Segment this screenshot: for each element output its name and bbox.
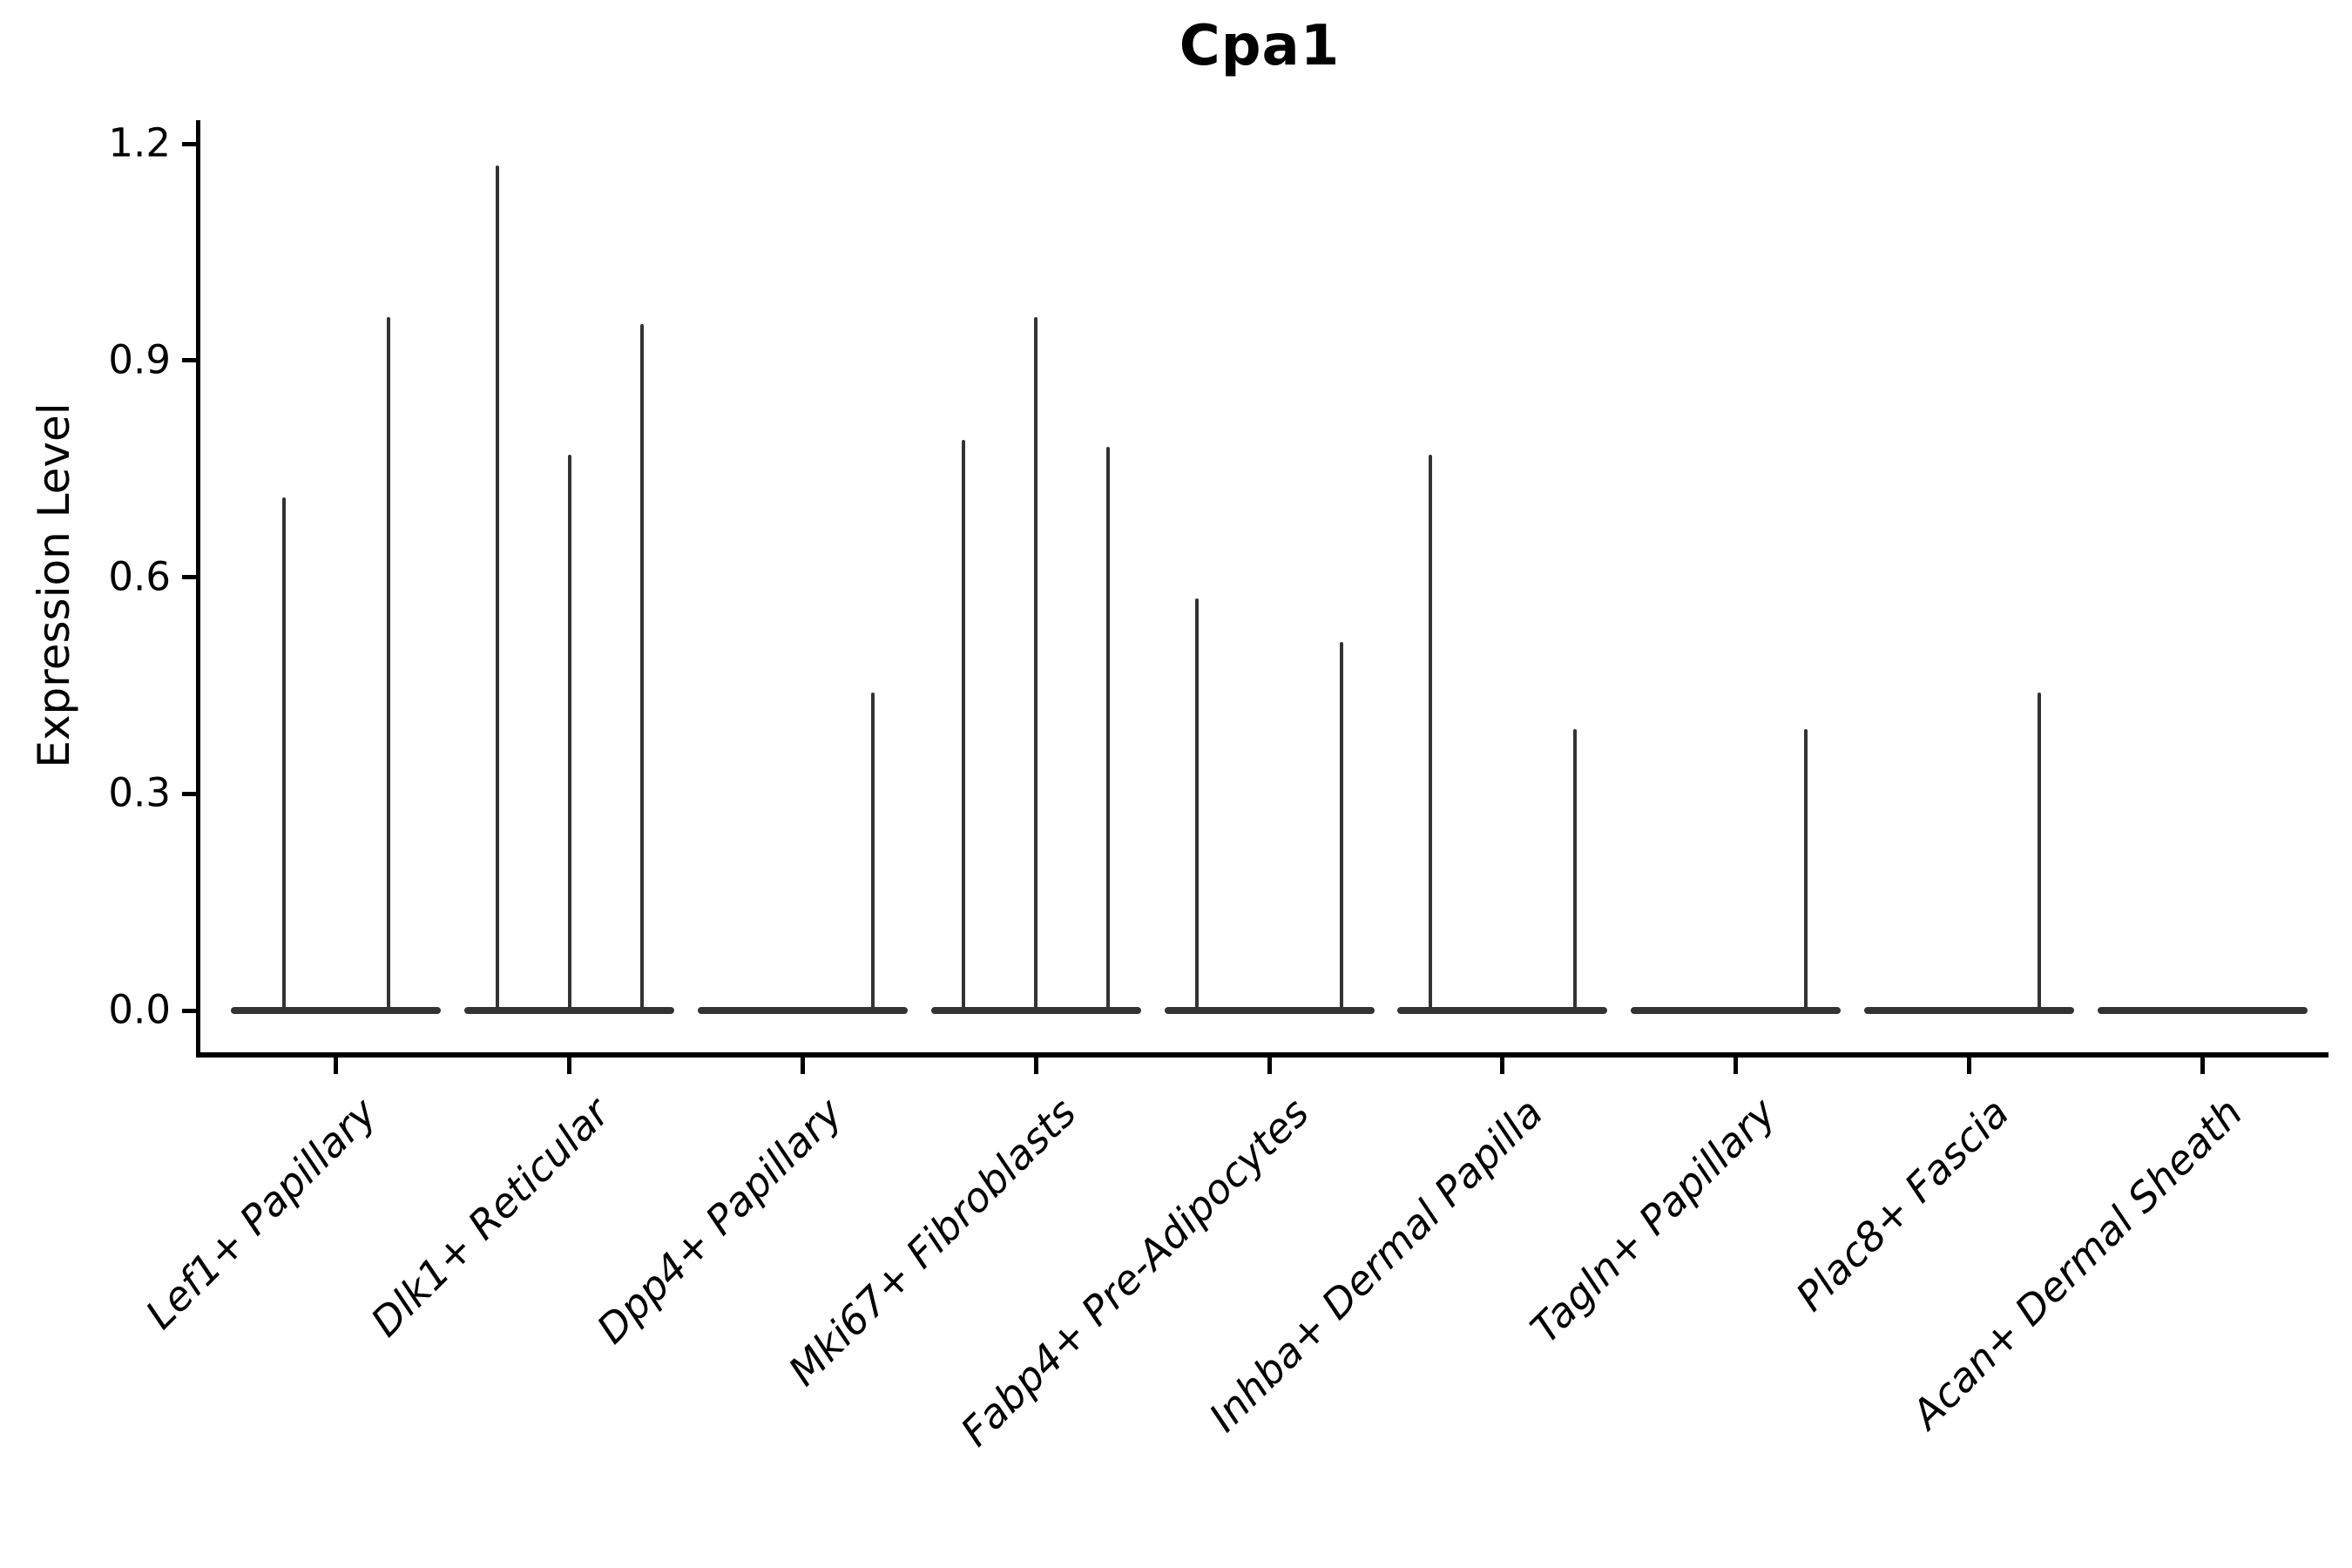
- violin-spike: [1034, 317, 1038, 1010]
- violin-spike: [2037, 693, 2041, 1010]
- violin-spike: [387, 317, 391, 1010]
- y-tick: [182, 575, 197, 579]
- violin-spike: [567, 454, 571, 1010]
- violin-spike: [495, 165, 499, 1010]
- x-tick: [800, 1058, 805, 1074]
- y-tick-label: 0.9: [108, 336, 171, 383]
- x-tick: [1033, 1058, 1038, 1074]
- violin-baseline: [697, 1007, 908, 1014]
- x-tick: [1734, 1058, 1739, 1074]
- violin-baseline: [1631, 1007, 1842, 1014]
- y-tick: [182, 791, 197, 796]
- violin-baseline: [2097, 1007, 2308, 1014]
- x-tick: [1966, 1058, 1971, 1074]
- violin-spike: [1572, 728, 1577, 1010]
- x-tick: [2200, 1058, 2205, 1074]
- x-tick-label: Tagln+ Papillary: [1521, 1089, 1785, 1353]
- violin-baseline: [231, 1007, 442, 1014]
- x-tick-label: Lef1+ Papillary: [136, 1089, 386, 1338]
- violin-baseline: [930, 1007, 1141, 1014]
- violin-spike: [870, 693, 875, 1010]
- y-tick-label: 0.3: [108, 769, 171, 816]
- x-tick: [1500, 1058, 1505, 1074]
- x-axis-line: [196, 1052, 2328, 1058]
- violin-spike: [962, 439, 966, 1010]
- violin-baseline: [464, 1007, 675, 1014]
- chart-title: Cpa1: [1179, 14, 1341, 78]
- y-tick-label: 0.0: [108, 986, 171, 1033]
- violin-spike: [1340, 642, 1343, 1010]
- violin-spike: [281, 497, 286, 1010]
- violin-spike: [1428, 454, 1432, 1010]
- x-tick-label: Dlk1+ Reticular: [362, 1089, 618, 1346]
- violin-baseline: [1397, 1007, 1608, 1014]
- violin-spike: [639, 324, 644, 1010]
- violin-baseline: [1164, 1007, 1375, 1014]
- y-tick: [182, 1008, 197, 1013]
- y-axis-line: [196, 120, 200, 1057]
- x-tick: [1267, 1058, 1272, 1074]
- violin-baseline: [1863, 1007, 2074, 1014]
- violin-spike: [1803, 728, 1808, 1010]
- x-tick: [567, 1058, 572, 1074]
- y-tick: [182, 358, 197, 363]
- y-tick-label: 0.6: [108, 552, 171, 599]
- violin-spike: [1106, 447, 1111, 1010]
- x-tick-label: Dpp4+ Papillary: [587, 1089, 852, 1353]
- x-tick: [334, 1058, 339, 1074]
- violin-spike: [1194, 598, 1199, 1010]
- y-tick: [182, 141, 197, 146]
- x-tick-label: Plac8+ Fascia: [1787, 1089, 2018, 1321]
- y-tick-label: 1.2: [108, 119, 171, 166]
